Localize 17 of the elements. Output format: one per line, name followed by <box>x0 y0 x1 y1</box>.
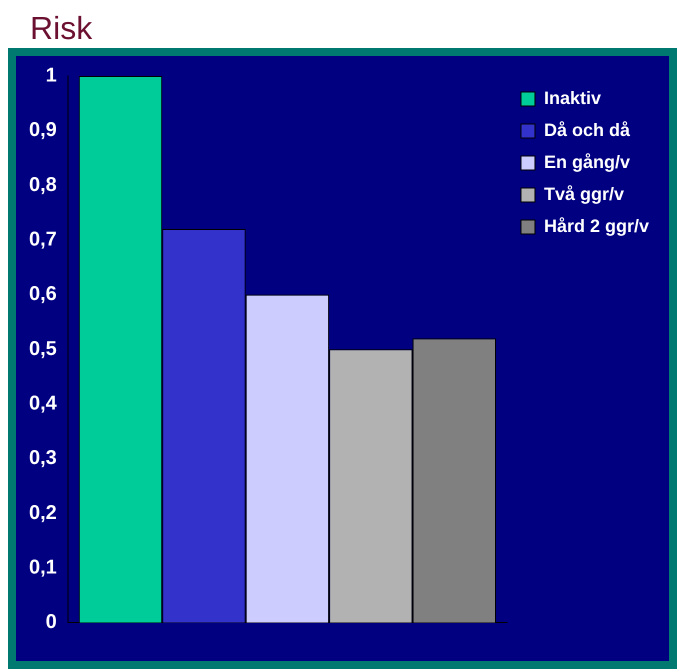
y-tick-label: 0,7 <box>28 228 57 250</box>
y-tick-label: 0 <box>46 611 57 634</box>
legend-label: En gång/v <box>544 152 630 172</box>
y-tick-label: 0,1 <box>28 556 57 578</box>
y-tick-label: 0,6 <box>28 283 57 306</box>
y-tick-label: 0,2 <box>28 502 57 524</box>
legend-label: Då och då <box>544 120 631 140</box>
legend-label: Inaktiv <box>544 88 601 108</box>
y-tick-label: 1 <box>46 64 57 87</box>
legend-label: Hård 2 ggr/v <box>544 216 649 236</box>
y-tick-label: 0,5 <box>28 338 57 360</box>
legend-label: Två ggr/v <box>544 184 624 204</box>
y-tick-label: 0,3 <box>28 447 57 470</box>
chart-title: Risk <box>29 9 94 48</box>
y-tick-label: 0,8 <box>28 174 57 196</box>
y-tick-label: 0,4 <box>28 392 58 414</box>
y-tick-label: 0,9 <box>28 119 57 142</box>
